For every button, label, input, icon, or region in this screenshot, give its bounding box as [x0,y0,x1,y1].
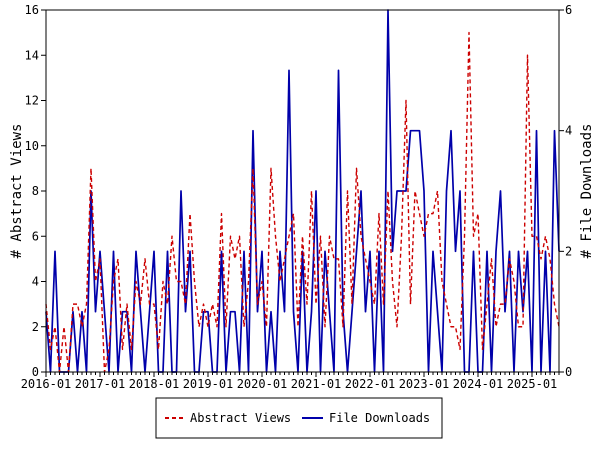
legend-label-file-downloads: File Downloads [329,411,430,425]
left-tick-label: 0 [32,365,39,379]
left-tick-label: 16 [25,3,39,17]
right-tick-label: 4 [565,124,572,138]
x-tick-label: 2021-01 [291,377,342,391]
left-tick-label: 10 [25,139,39,153]
left-tick-label: 12 [25,94,39,108]
right-axis-title: # File Downloads [579,124,595,259]
x-tick-label: 2025-01 [507,377,558,391]
left-tick-label: 4 [32,275,39,289]
plot-area [46,10,559,372]
x-tick-label: 2020-01 [237,377,288,391]
x-tick-label: 2024-01 [453,377,504,391]
x-tick-label: 2017-01 [75,377,126,391]
left-tick-label: 8 [32,184,39,198]
legend: Abstract Views File Downloads [155,397,443,439]
right-tick-label: 0 [565,365,572,379]
x-tick-label: 2023-01 [399,377,450,391]
left-axis: 0 2 4 6 8 10 12 14 16 [25,3,46,379]
legend-box [155,397,443,439]
x-axis: 2016-01 2017-01 2018-01 2019-01 2020-01 2021-… [21,372,560,391]
right-axis: 0 2 4 6 [559,3,572,379]
x-tick-label: 2022-01 [345,377,396,391]
right-tick-label: 6 [565,3,572,17]
left-tick-label: 6 [32,229,39,243]
left-tick-label: 14 [25,48,39,62]
x-tick-label: 2016-01 [21,377,72,391]
left-tick-label: 2 [32,320,39,334]
x-tick-label: 2018-01 [129,377,180,391]
right-tick-label: 2 [565,244,572,258]
x-tick-label: 2019-01 [183,377,234,391]
legend-label-abstract-views: Abstract Views [190,411,291,425]
abstract-views-line [45,31,560,373]
left-axis-title: # Abstract Views [9,124,25,259]
